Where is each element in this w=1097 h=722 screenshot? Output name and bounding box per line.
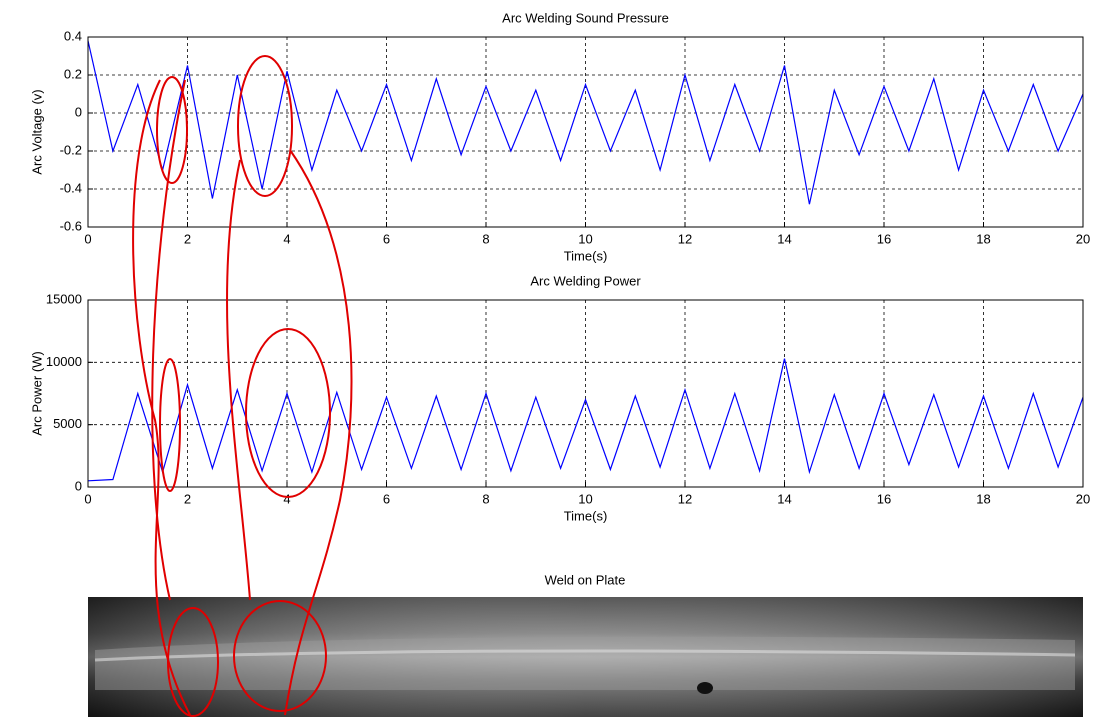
x-tick-label: 14 bbox=[777, 231, 791, 246]
chart-title: Arc Welding Power bbox=[530, 273, 641, 288]
axes-box bbox=[87, 36, 1084, 228]
y-axis-label: Arc Voltage (v) bbox=[29, 89, 44, 174]
x-tick-label: 18 bbox=[976, 231, 990, 246]
x-tick-label: 8 bbox=[482, 491, 489, 506]
x-tick-label: 20 bbox=[1076, 491, 1090, 506]
x-tick-label: 0 bbox=[84, 491, 91, 506]
signal-line bbox=[87, 358, 1084, 482]
image-title: Weld on Plate bbox=[545, 572, 626, 587]
x-axis-label: Time(s) bbox=[564, 248, 608, 263]
x-tick-label: 4 bbox=[283, 231, 290, 246]
signal-line bbox=[87, 40, 1084, 205]
axes-box bbox=[87, 299, 1084, 488]
x-tick-label: 4 bbox=[283, 491, 290, 506]
y-tick-label: -0.6 bbox=[60, 218, 82, 233]
x-tick-label: 0 bbox=[84, 231, 91, 246]
annotations bbox=[132, 55, 353, 717]
y-tick-label: 0 bbox=[75, 104, 82, 119]
y-tick-label: -0.2 bbox=[60, 142, 82, 157]
chart-title: Arc Welding Sound Pressure bbox=[502, 10, 669, 25]
x-tick-label: 2 bbox=[184, 231, 191, 246]
x-tick-label: 16 bbox=[877, 491, 891, 506]
x-tick-label: 6 bbox=[383, 491, 390, 506]
x-tick-label: 12 bbox=[678, 231, 692, 246]
x-tick-label: 14 bbox=[777, 491, 791, 506]
x-tick-label: 12 bbox=[678, 491, 692, 506]
x-tick-label: 2 bbox=[184, 491, 191, 506]
x-tick-label: 10 bbox=[578, 231, 592, 246]
x-tick-label: 20 bbox=[1076, 231, 1090, 246]
y-tick-label: 5000 bbox=[53, 416, 82, 431]
y-tick-label: 10000 bbox=[46, 354, 82, 369]
x-tick-label: 6 bbox=[383, 231, 390, 246]
x-axis-label: Time(s) bbox=[564, 508, 608, 523]
y-tick-label: 15000 bbox=[46, 291, 82, 306]
weld-photo bbox=[88, 597, 1083, 717]
x-tick-label: 10 bbox=[578, 491, 592, 506]
x-tick-label: 16 bbox=[877, 231, 891, 246]
y-axis-label: Arc Power (W) bbox=[29, 351, 44, 436]
y-tick-label: -0.4 bbox=[60, 180, 82, 195]
x-tick-label: 18 bbox=[976, 491, 990, 506]
y-tick-label: 0.2 bbox=[64, 66, 82, 81]
y-tick-label: 0.4 bbox=[64, 28, 82, 43]
x-tick-label: 8 bbox=[482, 231, 489, 246]
y-tick-label: 0 bbox=[75, 478, 82, 493]
